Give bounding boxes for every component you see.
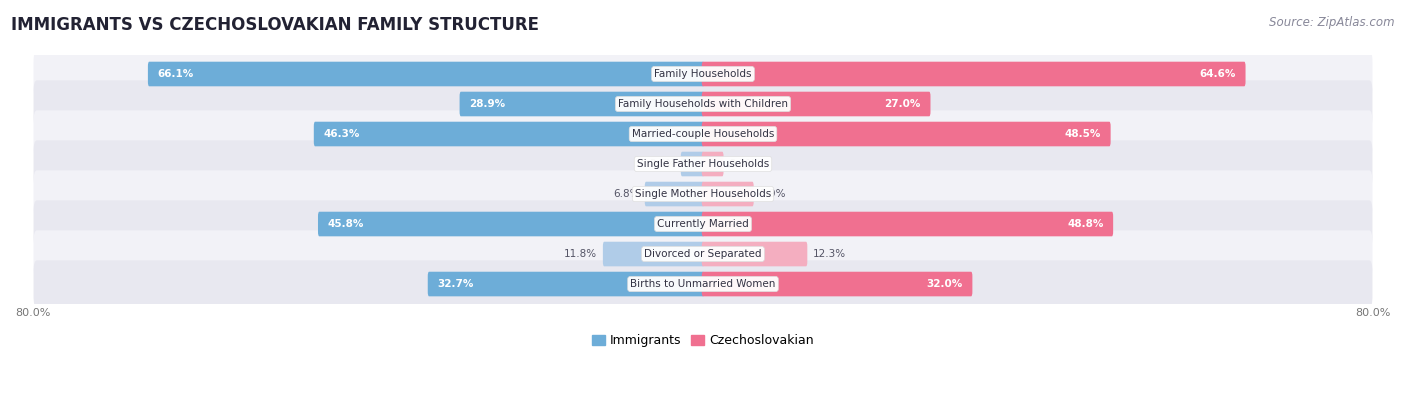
Text: 11.8%: 11.8%	[564, 249, 598, 259]
Text: 48.5%: 48.5%	[1064, 129, 1101, 139]
Text: 48.8%: 48.8%	[1067, 219, 1104, 229]
Text: 27.0%: 27.0%	[884, 99, 921, 109]
Text: 32.7%: 32.7%	[437, 279, 474, 289]
Text: Source: ZipAtlas.com: Source: ZipAtlas.com	[1270, 16, 1395, 29]
Text: 2.3%: 2.3%	[728, 159, 755, 169]
Text: IMMIGRANTS VS CZECHOSLOVAKIAN FAMILY STRUCTURE: IMMIGRANTS VS CZECHOSLOVAKIAN FAMILY STR…	[11, 16, 540, 34]
Text: 66.1%: 66.1%	[157, 69, 194, 79]
FancyBboxPatch shape	[34, 50, 1372, 98]
FancyBboxPatch shape	[702, 242, 807, 266]
Text: 32.0%: 32.0%	[927, 279, 963, 289]
Text: 28.9%: 28.9%	[470, 99, 505, 109]
FancyBboxPatch shape	[702, 62, 1246, 86]
FancyBboxPatch shape	[427, 272, 704, 296]
Text: 6.8%: 6.8%	[613, 189, 640, 199]
FancyBboxPatch shape	[318, 212, 704, 236]
FancyBboxPatch shape	[702, 92, 931, 116]
Legend: Immigrants, Czechoslovakian: Immigrants, Czechoslovakian	[588, 329, 818, 352]
Text: 46.3%: 46.3%	[323, 129, 360, 139]
Text: Births to Unmarried Women: Births to Unmarried Women	[630, 279, 776, 289]
Text: 2.5%: 2.5%	[648, 159, 675, 169]
FancyBboxPatch shape	[34, 230, 1372, 278]
Text: Family Households: Family Households	[654, 69, 752, 79]
FancyBboxPatch shape	[34, 110, 1372, 158]
Text: Divorced or Separated: Divorced or Separated	[644, 249, 762, 259]
FancyBboxPatch shape	[702, 122, 1111, 146]
FancyBboxPatch shape	[645, 182, 704, 206]
FancyBboxPatch shape	[314, 122, 704, 146]
Text: 64.6%: 64.6%	[1199, 69, 1236, 79]
FancyBboxPatch shape	[148, 62, 704, 86]
FancyBboxPatch shape	[34, 140, 1372, 188]
Text: Currently Married: Currently Married	[657, 219, 749, 229]
FancyBboxPatch shape	[34, 170, 1372, 218]
FancyBboxPatch shape	[702, 182, 754, 206]
Text: 5.9%: 5.9%	[759, 189, 786, 199]
FancyBboxPatch shape	[34, 80, 1372, 128]
FancyBboxPatch shape	[702, 272, 973, 296]
Text: Family Households with Children: Family Households with Children	[619, 99, 787, 109]
FancyBboxPatch shape	[681, 152, 704, 176]
Text: Single Mother Households: Single Mother Households	[636, 189, 770, 199]
FancyBboxPatch shape	[34, 200, 1372, 248]
Text: Married-couple Households: Married-couple Households	[631, 129, 775, 139]
FancyBboxPatch shape	[603, 242, 704, 266]
FancyBboxPatch shape	[702, 152, 724, 176]
FancyBboxPatch shape	[460, 92, 704, 116]
FancyBboxPatch shape	[34, 260, 1372, 308]
Text: 12.3%: 12.3%	[813, 249, 846, 259]
Text: 45.8%: 45.8%	[328, 219, 364, 229]
Text: Single Father Households: Single Father Households	[637, 159, 769, 169]
FancyBboxPatch shape	[702, 212, 1114, 236]
